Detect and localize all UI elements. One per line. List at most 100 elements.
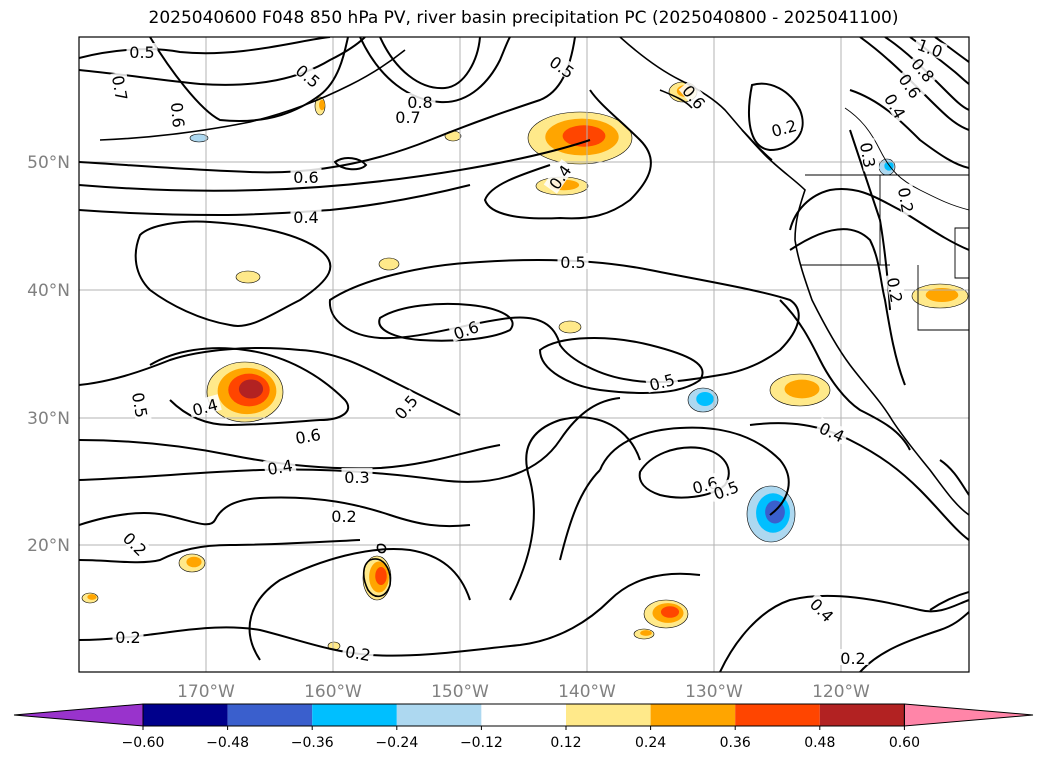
lon-tick-label: 150°W bbox=[431, 682, 489, 702]
contour-label-text: 0.7 bbox=[395, 108, 420, 127]
pv-contour bbox=[79, 439, 501, 470]
pv-contours bbox=[79, 37, 969, 672]
lat-tick-label: 20°N bbox=[27, 536, 70, 556]
pv-contour bbox=[79, 37, 331, 59]
colorbar-segment bbox=[650, 704, 736, 726]
pv-contour bbox=[599, 426, 790, 516]
pv-contour bbox=[328, 259, 800, 384]
precip-blob bbox=[189, 133, 209, 143]
contour-label-bg bbox=[806, 592, 840, 626]
contour-label: 0.5 bbox=[126, 43, 158, 62]
colorbar: −0.60 −0.48 −0.36 −0.24 −0.12 0.12 0.24 0.36 0.4… bbox=[13, 703, 1034, 751]
lat-tick-label: 30°N bbox=[27, 409, 70, 429]
contour-label-bg bbox=[130, 388, 152, 422]
lon-tick-labels: 170°W 160°W 150°W 140°W 130°W 120°W bbox=[177, 682, 870, 702]
colorbar-segment bbox=[143, 704, 228, 726]
graticule bbox=[79, 37, 969, 672]
pv-contour bbox=[779, 299, 911, 451]
pv-contour bbox=[79, 347, 461, 416]
precip-blob bbox=[238, 379, 264, 399]
contour-label-bg bbox=[881, 88, 911, 123]
pv-contour bbox=[359, 37, 511, 104]
contour-label-bg bbox=[766, 115, 801, 139]
contour-label-text: 0.2 bbox=[894, 186, 917, 214]
contour-label-bg bbox=[814, 417, 850, 445]
pv-contour bbox=[483, 89, 652, 220]
colorbar-segment bbox=[819, 704, 905, 726]
contour-label: 0.2 bbox=[112, 628, 144, 647]
state-border bbox=[954, 227, 969, 279]
contour-label: 0.4 bbox=[806, 592, 840, 626]
colorbar-segment bbox=[566, 704, 651, 726]
precip-blob bbox=[640, 630, 652, 636]
contour-label-bg bbox=[837, 649, 869, 665]
lat-tick-labels: 50°N 40°N 30°N 20°N bbox=[27, 153, 70, 556]
pv-contour bbox=[149, 37, 349, 122]
pv-contour bbox=[884, 37, 969, 111]
pv-contour bbox=[789, 228, 906, 386]
precip-blob bbox=[235, 270, 261, 284]
contour-label-text: 0.3 bbox=[856, 141, 879, 169]
pv-contour bbox=[849, 89, 969, 169]
pv-contour bbox=[719, 594, 969, 672]
contour-label-layer: 0.50.70.60.50.80.70.50.60.40.40.50.60.50… bbox=[108, 37, 948, 668]
pv-contour bbox=[748, 82, 804, 152]
pv-contour bbox=[939, 459, 969, 496]
precip-blob bbox=[87, 594, 97, 600]
contour-label-bg bbox=[291, 59, 326, 92]
lon-tick-label: 130°W bbox=[685, 682, 743, 702]
pv-contour bbox=[79, 37, 366, 86]
contour-label-text: 0.2 bbox=[344, 642, 372, 665]
pv-contour bbox=[79, 139, 591, 192]
contour-label-bg bbox=[885, 273, 907, 307]
colorbar-segment bbox=[481, 704, 566, 726]
colorbar-tick-label: 0.36 bbox=[720, 735, 751, 751]
contour-label-text: 0.4 bbox=[293, 208, 318, 227]
pv-contour bbox=[559, 469, 601, 561]
contour-label-bg bbox=[543, 159, 575, 194]
pv-contour bbox=[509, 416, 641, 601]
contour-label-bg bbox=[263, 455, 297, 477]
contour-label: 0.2 bbox=[837, 649, 869, 668]
pv-contour bbox=[79, 539, 361, 564]
colorbar-tick-label: 0.24 bbox=[635, 735, 666, 751]
island-coastline bbox=[659, 89, 693, 109]
contour-label-bg bbox=[389, 389, 422, 424]
contour-label: 0.4 bbox=[290, 208, 322, 227]
contour-label-text: 0.3 bbox=[344, 468, 369, 487]
contour-label: 0.2 bbox=[766, 115, 801, 141]
contour-label: 0.4 bbox=[187, 394, 222, 420]
pv-contour bbox=[248, 548, 471, 661]
colorbar-tick-label: 0.48 bbox=[804, 735, 835, 751]
contour-label-text: 0.2 bbox=[331, 507, 356, 526]
contour-label-bg bbox=[678, 79, 711, 114]
pv-contour bbox=[934, 37, 969, 63]
contour-label-bg bbox=[913, 37, 948, 60]
contour-label: 0.4 bbox=[263, 455, 297, 479]
contour-label-bg bbox=[290, 168, 322, 184]
contour-label-text: 0.5 bbox=[129, 43, 154, 62]
colorbar-tick-label: −0.36 bbox=[291, 735, 334, 751]
contour-label-text: 0.2 bbox=[119, 529, 150, 560]
precip-blob bbox=[660, 606, 680, 618]
pv-contour bbox=[749, 422, 969, 541]
precip-blob bbox=[558, 320, 582, 334]
contour-label-bg bbox=[126, 43, 158, 59]
colorbar-segment bbox=[227, 704, 313, 726]
contour-label: 0.2 bbox=[119, 526, 153, 560]
contour-label-bg bbox=[545, 50, 580, 82]
contour-label-text: 0.2 bbox=[769, 116, 799, 141]
contour-label-bg bbox=[895, 68, 927, 103]
contour-label: 0.6 bbox=[895, 68, 927, 103]
colorbar-extend-high bbox=[903, 703, 1034, 727]
pv-contour bbox=[79, 37, 576, 174]
precip-blob bbox=[925, 288, 959, 302]
colorbar-outline bbox=[142, 703, 905, 727]
pv-contour bbox=[379, 37, 481, 90]
precip-blob bbox=[378, 257, 400, 271]
contour-label-bg bbox=[291, 424, 325, 446]
map-frame bbox=[78, 36, 970, 673]
colorbar-tick-label: −0.48 bbox=[206, 735, 249, 751]
lat-tick-label: 50°N bbox=[27, 153, 70, 173]
contour-label: 0.7 bbox=[108, 71, 132, 105]
